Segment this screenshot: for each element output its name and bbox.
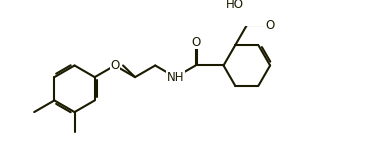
Text: O: O xyxy=(110,59,120,72)
Text: O: O xyxy=(191,36,200,49)
Text: NH: NH xyxy=(167,71,184,84)
Text: O: O xyxy=(265,19,275,32)
Text: HO: HO xyxy=(226,0,244,11)
